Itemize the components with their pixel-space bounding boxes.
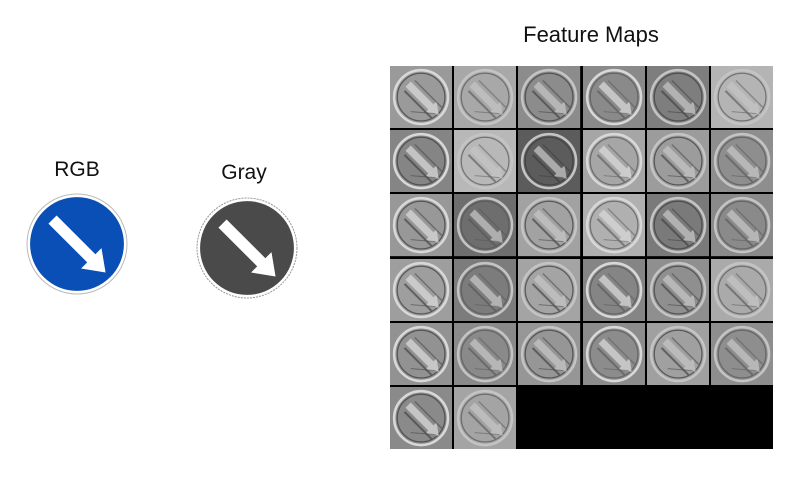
feature-map-24 xyxy=(710,258,773,321)
feature-map-23 xyxy=(646,258,709,321)
feature-map-13 xyxy=(390,194,453,257)
feature-map-1 xyxy=(390,66,453,129)
gray-label: Gray xyxy=(221,161,267,184)
feature-map-5 xyxy=(646,66,709,129)
empty-map-slot xyxy=(710,386,773,449)
feature-map-19 xyxy=(390,258,453,321)
feature-map-6 xyxy=(710,66,773,129)
feature-map-30 xyxy=(710,322,773,385)
gray-sign-icon xyxy=(196,197,298,299)
feature-map-27 xyxy=(518,322,581,385)
feature-map-17 xyxy=(646,194,709,257)
feature-map-20 xyxy=(454,258,517,321)
empty-map-slot xyxy=(646,386,709,449)
feature-map-7 xyxy=(390,130,453,193)
feature-maps-grid xyxy=(390,66,773,449)
empty-map-slot xyxy=(582,386,645,449)
feature-map-29 xyxy=(646,322,709,385)
feature-map-2 xyxy=(454,66,517,129)
feature-map-28 xyxy=(582,322,645,385)
feature-map-25 xyxy=(390,322,453,385)
feature-map-12 xyxy=(710,130,773,193)
feature-maps-title: Feature Maps xyxy=(523,22,659,47)
feature-map-22 xyxy=(582,258,645,321)
empty-map-slot xyxy=(518,386,581,449)
feature-map-10 xyxy=(582,130,645,193)
feature-map-11 xyxy=(646,130,709,193)
feature-map-14 xyxy=(454,194,517,257)
feature-map-16 xyxy=(582,194,645,257)
feature-map-3 xyxy=(518,66,581,129)
rgb-sign-icon xyxy=(26,193,128,295)
feature-map-9 xyxy=(518,130,581,193)
feature-map-4 xyxy=(582,66,645,129)
feature-map-31 xyxy=(390,386,453,449)
feature-map-32 xyxy=(454,386,517,449)
rgb-label: RGB xyxy=(54,158,100,181)
feature-map-15 xyxy=(518,194,581,257)
feature-map-26 xyxy=(454,322,517,385)
feature-map-18 xyxy=(710,194,773,257)
feature-map-8 xyxy=(454,130,517,193)
feature-map-21 xyxy=(518,258,581,321)
